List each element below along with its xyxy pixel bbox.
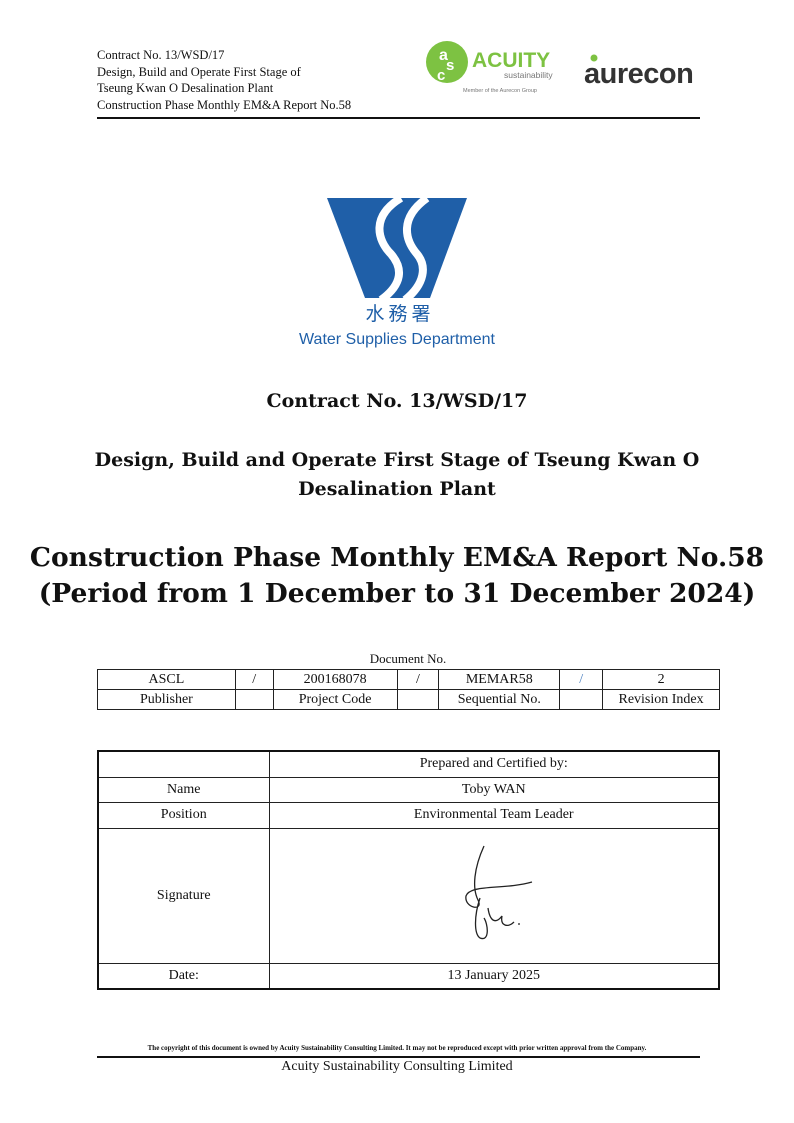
position-value: Environmental Team Leader: [268, 801, 720, 829]
table-row: Prepared and Certified by:: [97, 750, 720, 778]
project-title-line: Design, Build and Operate First Stage of…: [94, 449, 700, 471]
header-text: Contract No. 13/WSD/17 Design, Build and…: [97, 47, 351, 113]
name-label: Name: [97, 776, 270, 803]
svg-text:c: c: [437, 67, 445, 84]
empty-cell: [559, 689, 604, 710]
sequential-no-value: MEMAR58: [438, 669, 561, 690]
header-line: Design, Build and Operate First Stage of: [97, 64, 301, 79]
svg-text:Member of the Aurecon Group: Member of the Aurecon Group: [463, 88, 537, 94]
empty-cell: [396, 689, 440, 710]
svg-text:a: a: [439, 47, 448, 64]
sequential-no-label: Sequential No.: [438, 689, 561, 710]
table-row: Signature: [97, 827, 720, 964]
svg-text:ACUITY: ACUITY: [472, 49, 550, 72]
header-divider: [97, 117, 700, 119]
header-line: Contract No. 13/WSD/17: [97, 48, 225, 62]
signature-label: Signature: [97, 827, 270, 964]
svg-text:sustainability: sustainability: [504, 70, 553, 80]
project-title-line: Desalination Plant: [298, 478, 496, 500]
table-row: Position Environmental Team Leader: [97, 801, 720, 829]
report-title-line: (Period from 1 December to 31 December 2…: [38, 578, 756, 609]
header-line: Tseung Kwan O Desalination Plant: [97, 81, 274, 95]
separator: /: [559, 669, 604, 690]
table-row: Date: 13 January 2025: [97, 962, 720, 990]
revision-index-label: Revision Index: [602, 689, 720, 710]
certification-heading: Prepared and Certified by:: [268, 750, 720, 778]
table-row: Name Toby WAN: [97, 776, 720, 803]
signature-image: [465, 845, 532, 940]
publisher-label: Publisher: [97, 689, 236, 710]
date-label: Date:: [97, 962, 270, 990]
aurecon-logo: aurecon: [584, 54, 694, 90]
wsd-logo: 水務署 Water Supplies Department: [299, 196, 496, 348]
position-label: Position: [97, 801, 270, 829]
revision-index-value: 2: [602, 669, 720, 690]
report-title: Construction Phase Monthly EM&A Report N…: [0, 540, 794, 612]
project-code-label: Project Code: [272, 689, 398, 710]
date-value: 13 January 2025: [268, 962, 720, 990]
header-line: Construction Phase Monthly EM&A Report N…: [97, 97, 352, 112]
project-code-value: 200168078: [272, 669, 398, 690]
copyright-notice: The copyright of this document is owned …: [147, 1044, 647, 1052]
publisher-value: ASCL: [97, 669, 236, 690]
document-no-table: ASCL / 200168078 / MEMAR58 / 2 Publisher…: [97, 669, 720, 710]
signature-cell: [268, 827, 720, 964]
footer-divider: [97, 1056, 700, 1058]
table-row: Publisher Project Code Sequential No. Re…: [97, 689, 720, 710]
footer-company: Acuity Sustainability Consulting Limited: [281, 1059, 513, 1074]
wsd-chinese-name: 水務署: [365, 303, 434, 325]
table-row: ASCL / 200168078 / MEMAR58 / 2: [97, 669, 720, 690]
empty-cell: [234, 689, 274, 710]
certification-table: Prepared and Certified by: Name Toby WAN…: [97, 750, 720, 990]
wsd-english-name: Water Supplies Department: [299, 331, 495, 348]
report-title-line: Construction Phase Monthly EM&A Report N…: [29, 542, 765, 573]
acuity-logo: a s c ACUITY sustainability Member of th…: [426, 41, 553, 94]
separator: /: [234, 669, 274, 690]
separator: /: [396, 669, 440, 690]
contract-title: Contract No. 13/WSD/17: [266, 390, 528, 412]
svg-text:aurecon: aurecon: [584, 58, 693, 90]
name-value: Toby WAN: [268, 776, 720, 803]
empty-cell: [97, 750, 270, 778]
svg-text:s: s: [446, 57, 454, 74]
project-title: Design, Build and Operate First Stage of…: [0, 446, 794, 504]
document-no-label: Document No.: [369, 651, 447, 666]
